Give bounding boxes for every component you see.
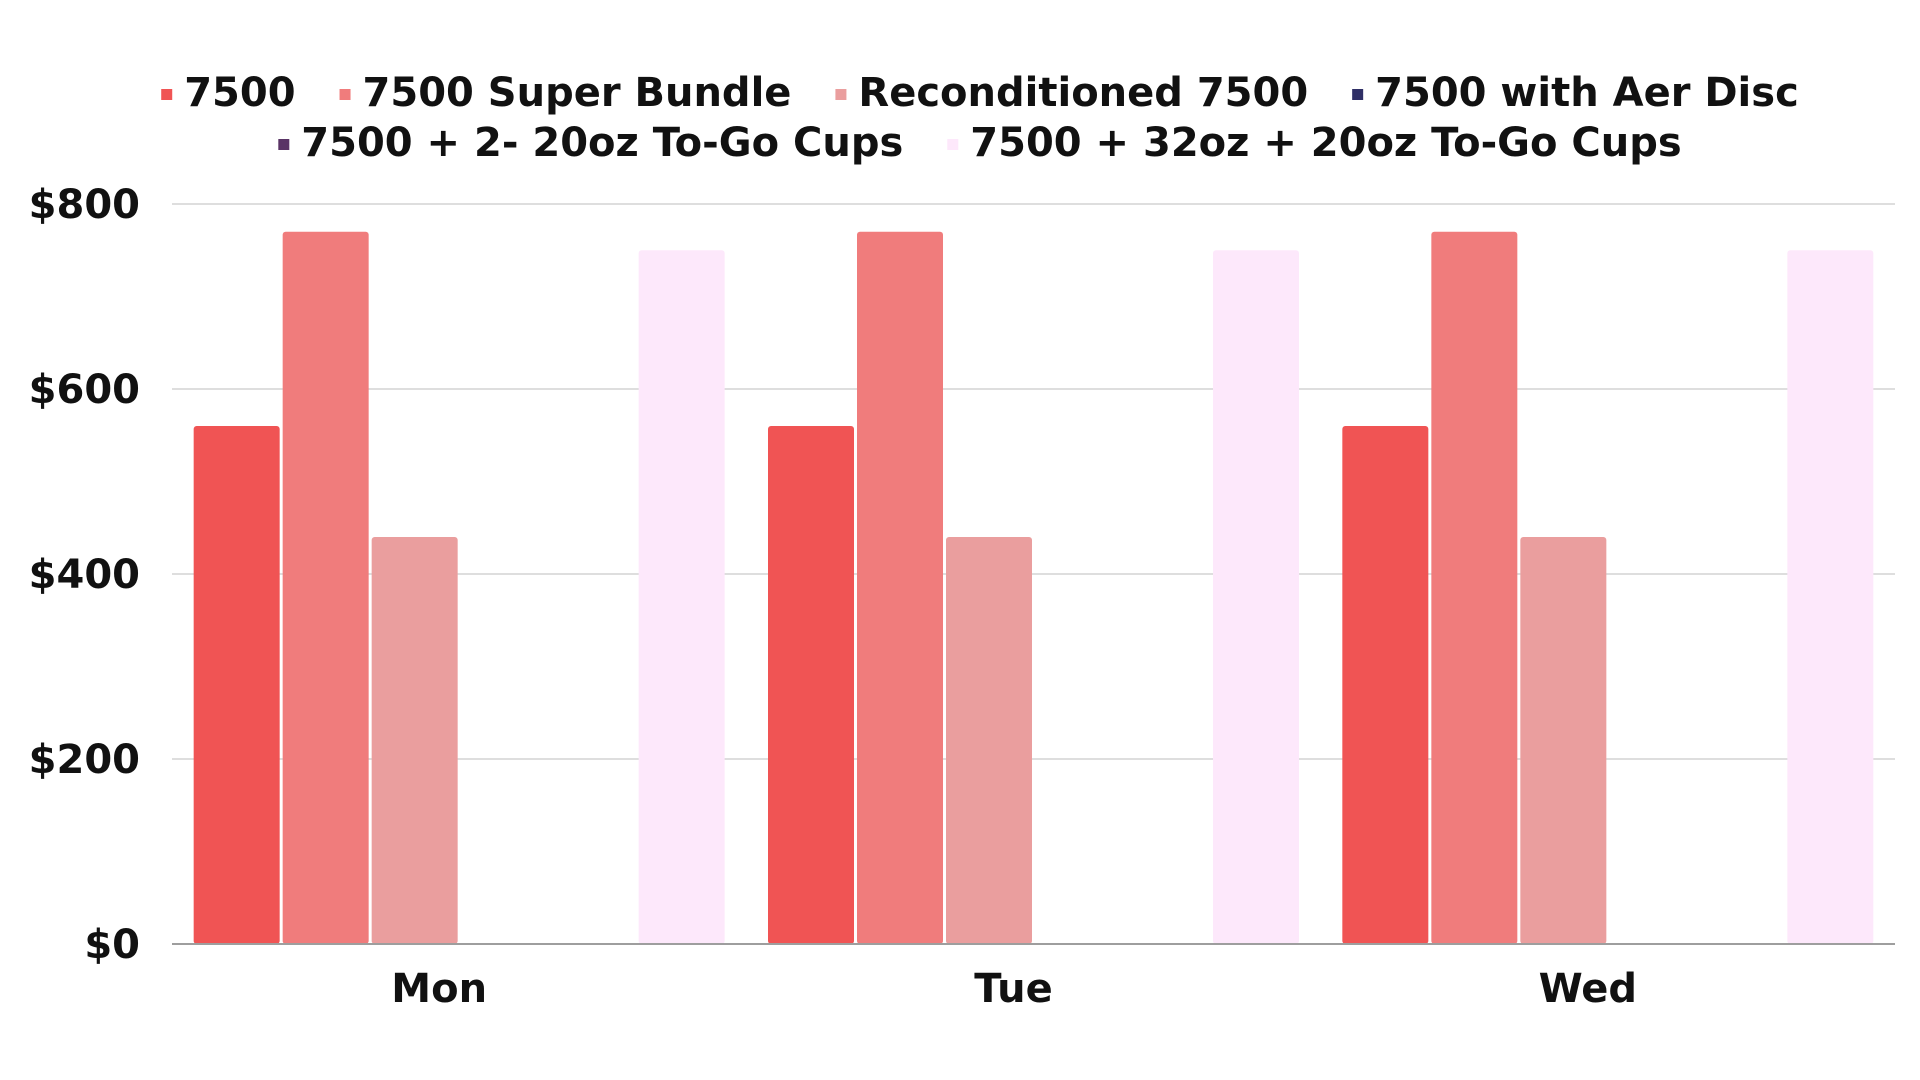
bar: [638, 250, 725, 944]
legend-label: Reconditioned 7500: [858, 70, 1308, 116]
legend: 7500 7500 Super Bundle Reconditioned 7500 7…: [161, 70, 1799, 166]
bar: [282, 231, 369, 944]
legend-item: 7500 + 2- 20oz To-Go Cups: [278, 120, 903, 166]
bar: [371, 537, 458, 944]
bar: [857, 231, 943, 944]
bar: [1520, 537, 1607, 944]
legend-marker: [835, 89, 847, 100]
y-tick-label: $600: [29, 367, 140, 413]
legend-row: 7500 7500 Super Bundle Reconditioned 7500 7…: [161, 70, 1799, 116]
bar: [1342, 426, 1429, 944]
legend-marker: [161, 89, 173, 100]
legend-label: 7500: [184, 70, 295, 116]
x-axis: Mon Tue Wed: [391, 966, 1637, 1012]
legend-label: 7500 + 2- 20oz To-Go Cups: [301, 120, 903, 166]
y-tick-label: $200: [29, 737, 140, 783]
bar: [946, 537, 1032, 944]
bars: [193, 231, 1874, 944]
legend-marker: [339, 89, 351, 100]
bar: [193, 426, 280, 944]
legend-item: 7500: [161, 70, 296, 116]
bar: [1431, 231, 1518, 944]
legend-item: Reconditioned 7500: [835, 70, 1308, 116]
legend-item: 7500 Super Bundle: [339, 70, 792, 116]
bar: [1213, 250, 1299, 944]
bar: [768, 426, 854, 944]
legend-marker: [947, 139, 959, 150]
y-tick-label: $0: [84, 922, 140, 968]
legend-label: 7500 Super Bundle: [363, 70, 792, 116]
x-tick-label: Mon: [391, 966, 487, 1012]
legend-marker: [278, 139, 290, 150]
x-tick-label: Wed: [1539, 966, 1637, 1012]
legend-label: 7500 with Aer Disc: [1375, 70, 1799, 116]
y-tick-label: $800: [29, 182, 140, 228]
legend-item: 7500 + 32oz + 20oz To-Go Cups: [947, 120, 1682, 166]
legend-marker: [1352, 89, 1364, 100]
gridlines: [172, 203, 1895, 760]
x-tick-label: Tue: [974, 966, 1053, 1012]
legend-row: 7500 + 2- 20oz To-Go Cups 7500 + 32oz + 2…: [278, 120, 1682, 166]
bar: [1787, 250, 1874, 944]
y-tick-label: $400: [29, 552, 140, 598]
legend-label: 7500 + 32oz + 20oz To-Go Cups: [970, 120, 1681, 166]
y-axis: $0 $200 $400 $600 $800: [29, 182, 140, 968]
legend-item: 7500 with Aer Disc: [1352, 70, 1799, 116]
